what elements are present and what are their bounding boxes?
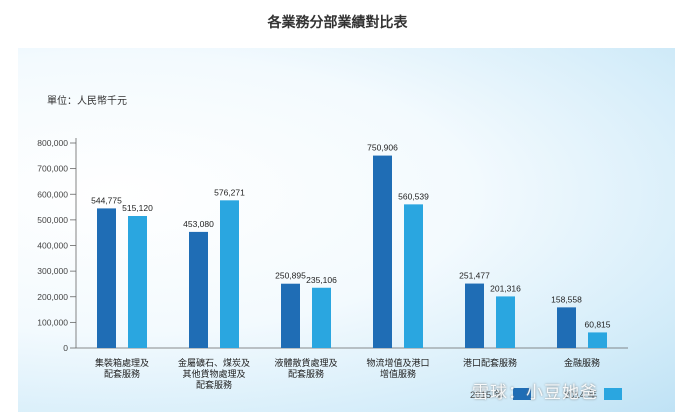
bar-series-2 <box>404 204 423 348</box>
y-tick-label: 500,000 <box>37 215 68 225</box>
data-label: 60,815 <box>585 319 611 329</box>
bar-series-2 <box>128 216 147 348</box>
data-label: 515,120 <box>122 203 153 213</box>
legend-swatch <box>604 388 622 400</box>
bar-series-2 <box>312 287 331 348</box>
category-label: 配套服務 <box>288 368 324 379</box>
data-label: 158,558 <box>551 294 582 304</box>
data-label: 750,906 <box>367 143 398 153</box>
watermark: 雪球：小豆她爸 <box>472 383 598 402</box>
legend-label: 2015 年 <box>470 389 504 401</box>
data-label: 251,477 <box>459 271 490 281</box>
y-tick-label: 300,000 <box>37 266 68 276</box>
category-label: 集裝箱處理及 <box>95 357 149 368</box>
bar-series-1 <box>373 155 392 348</box>
y-tick-label: 800,000 <box>37 138 68 148</box>
bar-series-1 <box>557 307 576 348</box>
category-label: 物流增值及港口 <box>366 357 429 368</box>
data-label: 544,775 <box>91 195 122 205</box>
bar-series-1 <box>97 208 116 348</box>
y-tick-label: 0 <box>63 343 68 353</box>
y-tick-label: 200,000 <box>37 292 68 302</box>
data-label: 576,271 <box>214 187 245 197</box>
bar-series-1 <box>281 283 300 348</box>
category-label: 港口配套服務 <box>463 357 517 368</box>
bar-series-2 <box>496 296 515 348</box>
category-label: 配套服務 <box>104 368 140 379</box>
legend-label: 2014 年 <box>564 389 598 401</box>
y-tick-label: 100,000 <box>37 317 68 327</box>
y-tick-label: 700,000 <box>37 164 68 174</box>
unit-label: 單位：人民幣千元 <box>47 96 127 107</box>
category-label: 增值服務 <box>380 368 416 379</box>
bar-series-1 <box>465 283 484 348</box>
bar-series-2 <box>588 332 607 348</box>
y-tick-label: 400,000 <box>37 241 68 251</box>
chart-background <box>18 48 675 412</box>
data-label: 250,895 <box>275 271 306 281</box>
chart-title: 各業務分部業績對比表 <box>267 14 408 30</box>
y-tick-label: 600,000 <box>37 189 68 199</box>
bar-series-1 <box>189 231 208 348</box>
category-label: 配套服務 <box>196 379 232 390</box>
bar-series-2 <box>220 200 239 348</box>
data-label: 453,080 <box>183 219 214 229</box>
legend-swatch <box>513 388 531 400</box>
category-label: 其他貨物處理及 <box>182 368 245 379</box>
category-label: 金屬礦石、煤炭及 <box>178 357 250 368</box>
data-label: 235,106 <box>306 275 337 285</box>
category-label: 金融服務 <box>564 357 600 368</box>
data-label: 560,539 <box>398 191 429 201</box>
data-label: 201,316 <box>490 283 521 293</box>
category-label: 液體散貨處理及 <box>274 357 337 368</box>
